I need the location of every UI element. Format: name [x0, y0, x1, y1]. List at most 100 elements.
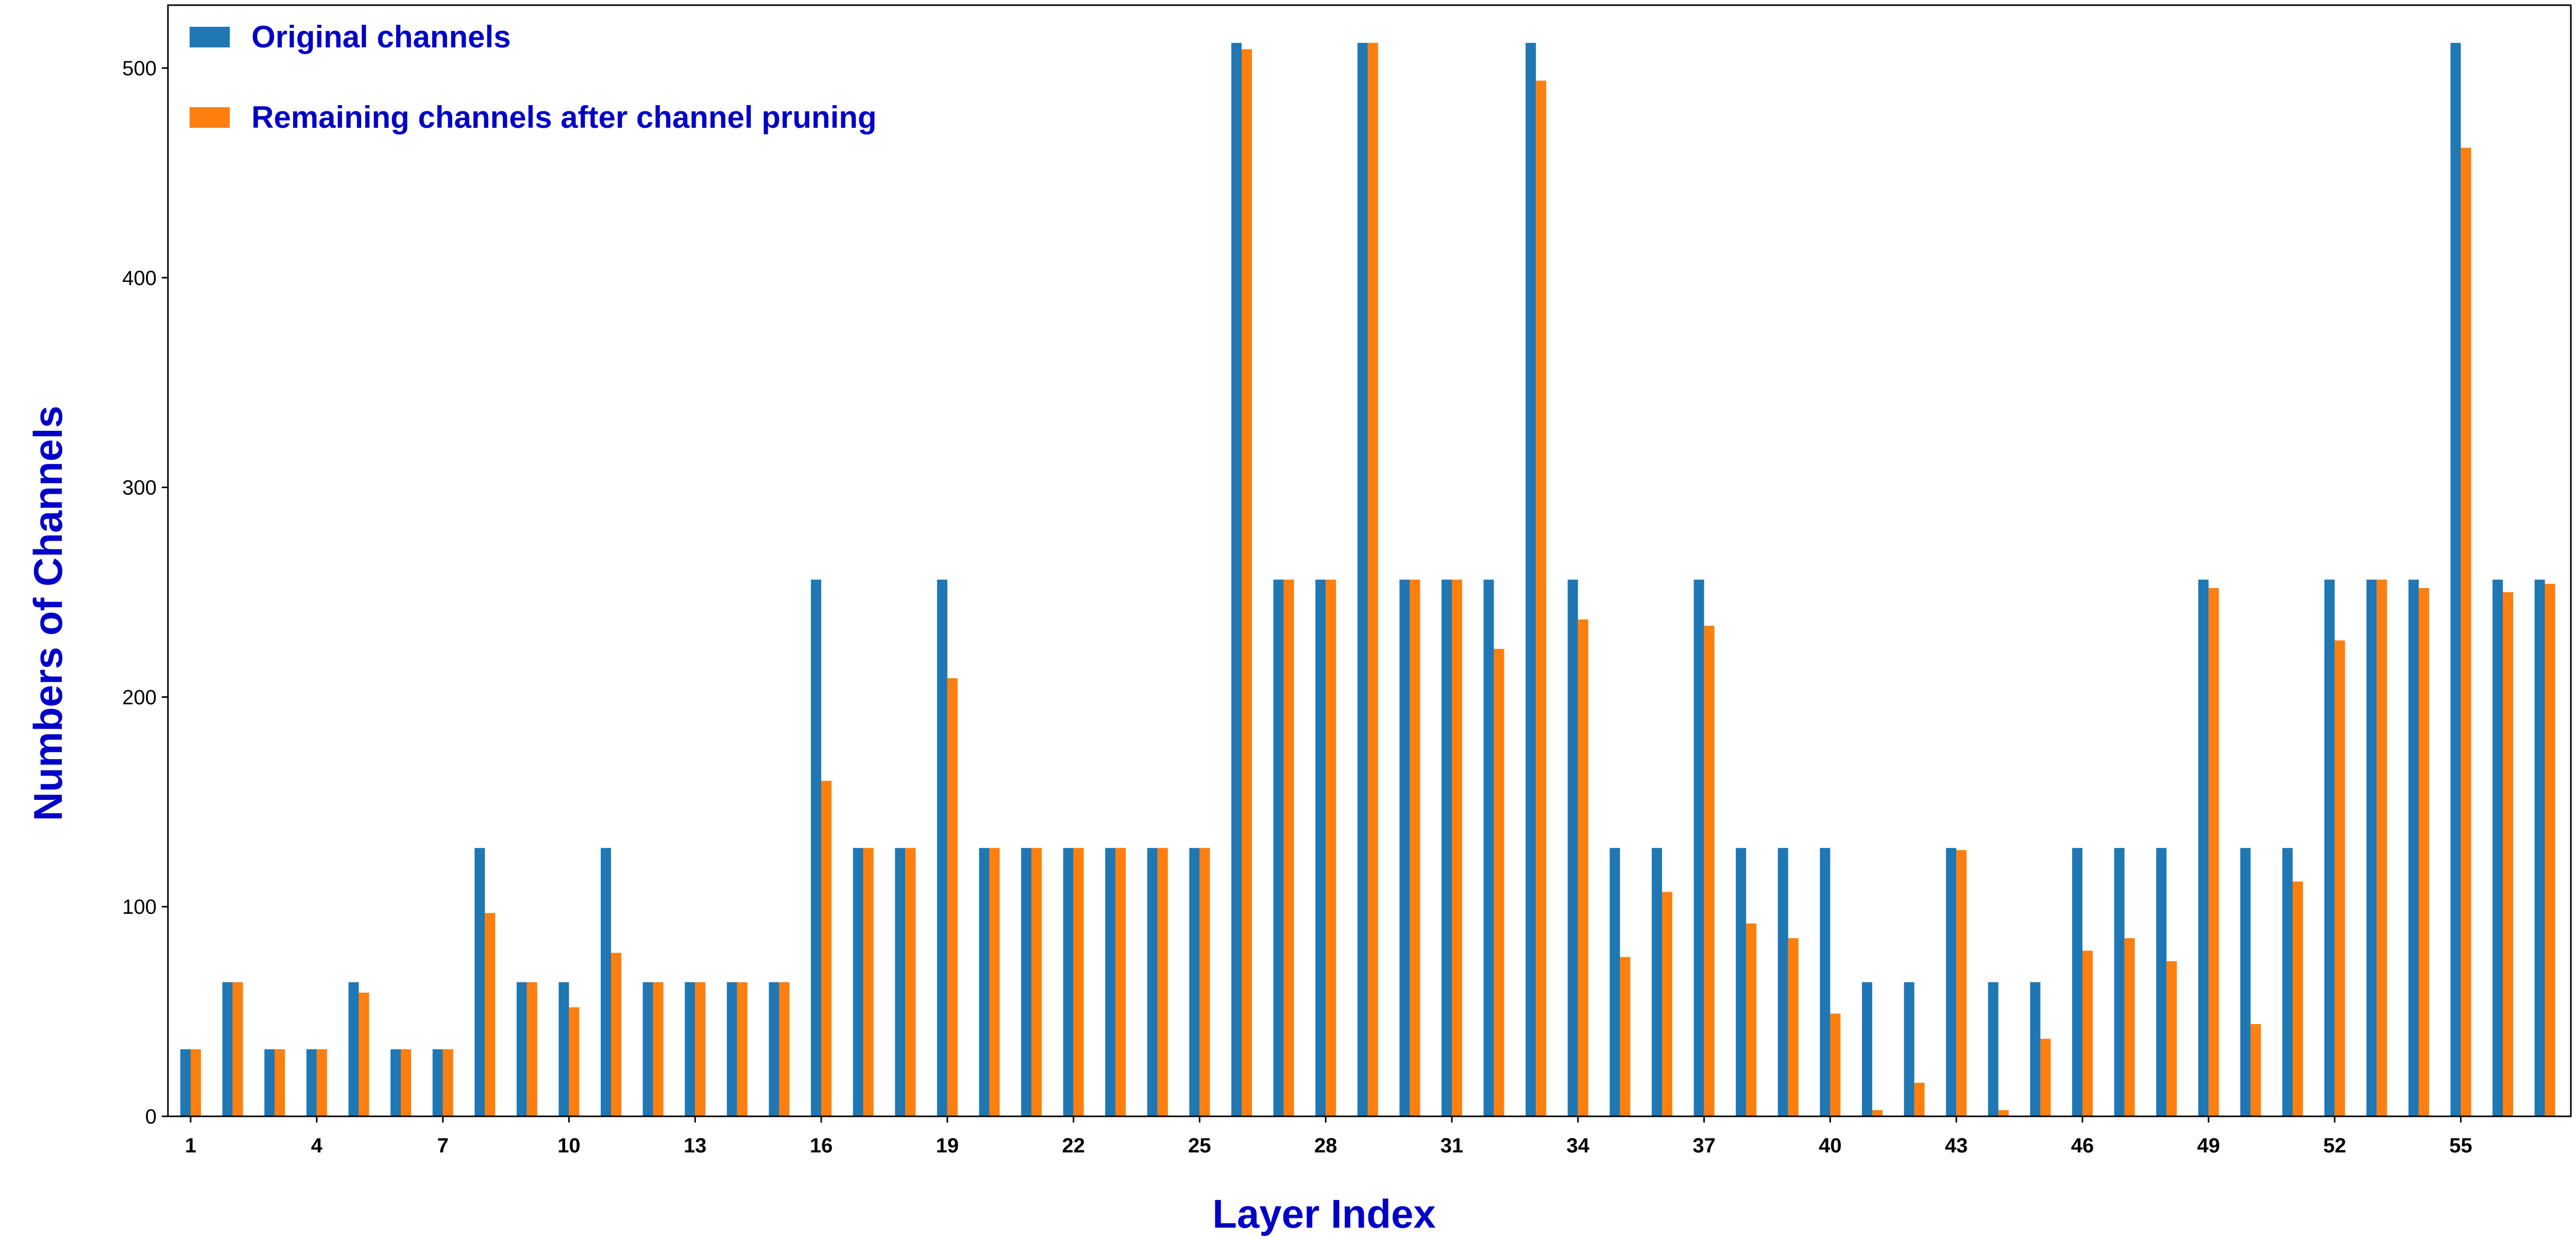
bar-remaining-layer-43: [1956, 850, 1967, 1116]
bar-original-layer-56: [2493, 579, 2503, 1116]
bar-remaining-layer-31: [1452, 579, 1462, 1116]
bar-original-layer-35: [1609, 848, 1620, 1116]
x-tick-label: 52: [2323, 1134, 2346, 1157]
bar-remaining-layer-47: [2124, 938, 2135, 1116]
x-tick-label: 4: [311, 1134, 323, 1157]
legend-label-original: Original channels: [251, 20, 511, 54]
y-tick-label: 0: [145, 1106, 157, 1128]
bar-remaining-layer-33: [1536, 80, 1547, 1116]
bar-original-layer-43: [1946, 848, 1957, 1116]
y-axis-title: Numbers of Channels: [25, 406, 71, 821]
y-tick-label: 500: [122, 57, 157, 80]
bar-remaining-layer-1: [191, 1049, 201, 1116]
bar-original-layer-45: [2030, 982, 2041, 1116]
bar-remaining-layer-18: [905, 848, 916, 1116]
x-tick-label: 49: [2197, 1134, 2221, 1157]
bar-original-layer-40: [1820, 848, 1831, 1116]
bar-original-layer-22: [1063, 848, 1074, 1116]
legend-swatch-remaining: [190, 107, 230, 128]
bar-original-layer-26: [1231, 43, 1242, 1116]
bar-original-layer-19: [937, 579, 947, 1116]
bar-original-layer-18: [895, 848, 906, 1116]
bar-remaining-layer-35: [1620, 957, 1631, 1116]
bar-original-layer-15: [769, 982, 779, 1116]
x-tick-label: 16: [810, 1134, 833, 1157]
bar-original-layer-34: [1567, 579, 1578, 1116]
bar-original-layer-8: [474, 848, 485, 1116]
bar-original-layer-11: [601, 848, 611, 1116]
bar-remaining-layer-34: [1578, 619, 1588, 1116]
bar-remaining-layer-48: [2166, 961, 2177, 1116]
legend: Original channels Remaining channels aft…: [190, 20, 877, 135]
bar-remaining-layer-44: [1998, 1110, 2009, 1116]
bar-remaining-layer-39: [1788, 938, 1799, 1116]
bar-remaining-layer-24: [1157, 848, 1168, 1116]
bars-group: [180, 43, 2555, 1116]
bar-original-layer-12: [642, 982, 653, 1116]
x-tick-label: 55: [2449, 1134, 2472, 1157]
bar-original-layer-4: [306, 1049, 317, 1116]
bar-original-layer-28: [1315, 579, 1326, 1116]
bar-original-layer-57: [2534, 579, 2545, 1116]
bar-remaining-layer-17: [863, 848, 874, 1116]
bar-remaining-layer-41: [1872, 1110, 1883, 1116]
bar-remaining-layer-40: [1830, 1013, 1841, 1116]
bar-original-layer-52: [2324, 579, 2335, 1116]
x-tick-label: 43: [1945, 1134, 1968, 1157]
bar-original-layer-16: [811, 579, 821, 1116]
bar-remaining-layer-5: [359, 992, 369, 1116]
bar-remaining-layer-21: [1031, 848, 1042, 1116]
bar-original-layer-27: [1273, 579, 1284, 1116]
x-tick-label: 31: [1440, 1134, 1464, 1157]
bar-original-layer-5: [348, 982, 359, 1116]
bar-original-layer-41: [1862, 982, 1872, 1116]
x-tick-label: 37: [1692, 1134, 1716, 1157]
bar-original-layer-53: [2366, 579, 2377, 1116]
bar-original-layer-23: [1105, 848, 1116, 1116]
bar-original-layer-25: [1189, 848, 1200, 1116]
bar-remaining-layer-22: [1073, 848, 1084, 1116]
bar-remaining-layer-14: [737, 982, 748, 1116]
x-axis-title: Layer Index: [1212, 1191, 1436, 1236]
bar-remaining-layer-11: [611, 952, 621, 1116]
y-tick-label: 100: [122, 896, 157, 918]
x-tick-label: 19: [936, 1134, 959, 1157]
bar-remaining-layer-29: [1367, 43, 1378, 1116]
bar-original-layer-3: [264, 1049, 275, 1116]
legend-label-remaining: Remaining channels after channel pruning: [251, 100, 877, 135]
bar-remaining-layer-16: [821, 781, 832, 1116]
bar-original-layer-30: [1399, 579, 1410, 1116]
bar-original-layer-33: [1526, 43, 1536, 1116]
bar-original-layer-55: [2450, 43, 2461, 1116]
x-tick-label: 22: [1062, 1134, 1085, 1157]
plot-frame: [167, 4, 2572, 1117]
bar-remaining-layer-56: [2503, 592, 2513, 1116]
bar-original-layer-50: [2240, 848, 2251, 1116]
bar-remaining-layer-12: [653, 982, 664, 1116]
bar-original-layer-44: [1988, 982, 1998, 1116]
bar-remaining-layer-19: [947, 678, 958, 1116]
bar-remaining-layer-51: [2293, 881, 2303, 1116]
bar-remaining-layer-4: [316, 1049, 327, 1116]
x-tick-label: 25: [1188, 1134, 1211, 1157]
bar-original-layer-36: [1652, 848, 1662, 1116]
bar-remaining-layer-32: [1494, 648, 1504, 1116]
x-tick-label: 7: [437, 1134, 448, 1157]
bar-original-layer-38: [1736, 848, 1747, 1116]
x-tick-label: 1: [185, 1134, 196, 1157]
bar-remaining-layer-54: [2418, 588, 2429, 1116]
bar-original-layer-13: [685, 982, 696, 1116]
bar-remaining-layer-25: [1199, 848, 1210, 1116]
bar-remaining-layer-10: [569, 1007, 580, 1116]
x-tick-label: 13: [684, 1134, 707, 1157]
bar-remaining-layer-8: [485, 913, 496, 1116]
bar-remaining-layer-20: [989, 848, 1000, 1116]
bar-original-layer-6: [391, 1049, 401, 1116]
bar-original-layer-10: [558, 982, 569, 1116]
bar-original-layer-42: [1904, 982, 1914, 1116]
x-axis-ticks: 1 4 7 10 13 16 19 22 25 28 31 34 37 40 43 46 49 52 55: [185, 1116, 2472, 1157]
bar-original-layer-20: [979, 848, 990, 1116]
bar-remaining-layer-38: [1746, 923, 1757, 1116]
x-tick-label: 46: [2071, 1134, 2094, 1157]
y-tick-label: 300: [122, 477, 157, 499]
